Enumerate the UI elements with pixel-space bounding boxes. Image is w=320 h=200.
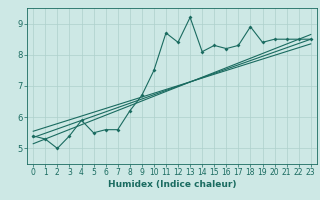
- X-axis label: Humidex (Indice chaleur): Humidex (Indice chaleur): [108, 180, 236, 189]
